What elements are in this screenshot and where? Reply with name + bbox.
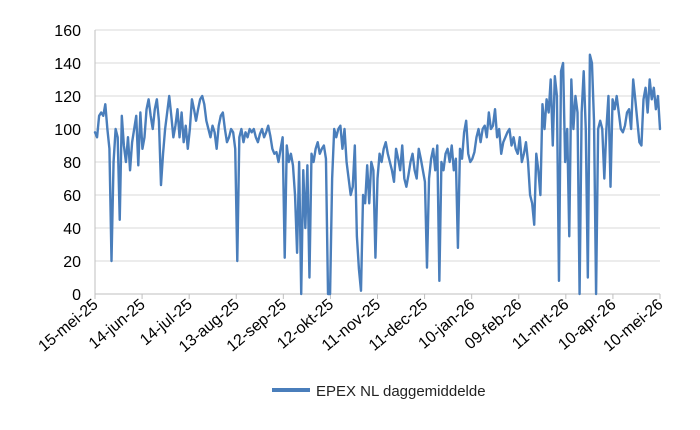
y-tick: 140 <box>54 56 81 73</box>
series <box>93 53 662 296</box>
y-tick-label: 140 <box>54 56 81 73</box>
y-tick-label: 40 <box>63 221 81 238</box>
y-tick: 60 <box>63 188 81 205</box>
legend-label: EPEX NL daggemiddelde <box>316 383 486 400</box>
grid-lines <box>95 29 660 262</box>
y-tick-label: 120 <box>54 89 81 106</box>
y-tick: 100 <box>54 122 81 139</box>
y-tick-label: 80 <box>63 155 81 172</box>
y-axis-ticks: 0 20 40 60 80 100 120 140 160 <box>54 23 81 304</box>
y-tick: 160 <box>54 23 81 40</box>
series-line <box>93 53 662 296</box>
y-tick-label: 100 <box>54 122 81 139</box>
y-tick: 120 <box>54 89 81 106</box>
x-axis-ticks: 15-mei-2514-jun-2514-jul-2513-aug-2512-s… <box>35 294 667 356</box>
y-tick: 40 <box>63 221 81 238</box>
y-tick-label: 20 <box>63 254 81 271</box>
y-tick: 0 <box>72 287 81 304</box>
y-tick-label: 160 <box>54 23 81 40</box>
y-tick-label: 60 <box>63 188 81 205</box>
legend: EPEX NL daggemiddelde <box>272 383 486 400</box>
y-tick: 80 <box>63 155 81 172</box>
y-tick: 20 <box>63 254 81 271</box>
y-tick-label: 0 <box>72 287 81 304</box>
